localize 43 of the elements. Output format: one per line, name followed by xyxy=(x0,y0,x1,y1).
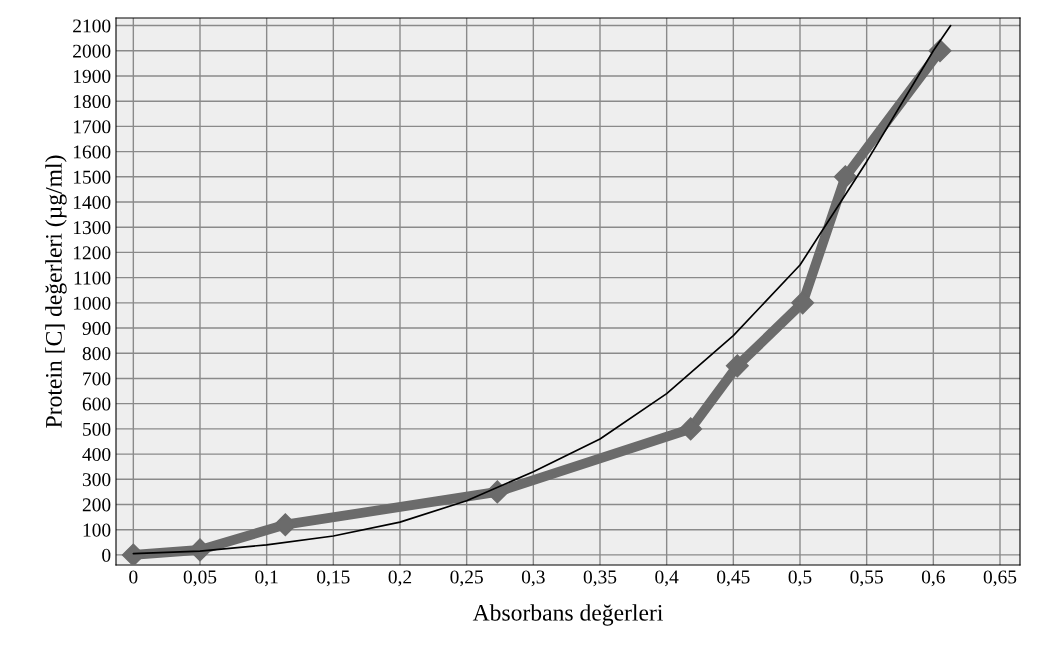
x-tick-label: 0,5 xyxy=(788,570,812,587)
y-tick-label: 1400 xyxy=(73,195,111,209)
y-tick-label: 500 xyxy=(83,422,111,436)
x-tick-label: 0,25 xyxy=(450,570,483,587)
y-axis-title: Protein [C] değerleri (µg/ml) xyxy=(45,155,67,428)
point xyxy=(273,513,297,537)
y-tick-label: 400 xyxy=(82,447,111,462)
y-tick-label: 1200 xyxy=(73,246,111,260)
x-tick-label: 0,4 xyxy=(655,570,679,587)
y-tick-label: 100 xyxy=(83,523,111,537)
y-tick-label: 0 xyxy=(102,548,111,562)
y-tick-label: 200 xyxy=(82,498,111,512)
x-tick-label: 0,65 xyxy=(983,570,1017,587)
x-tick-label: 0,35 xyxy=(583,570,617,587)
y-tick-label: 1800 xyxy=(73,95,111,109)
x-tick-label: 0,55 xyxy=(850,570,883,587)
x-tick-label: 0,15 xyxy=(317,570,350,587)
x-tick-label: 0 xyxy=(129,570,138,584)
x-tick-label: 0,2 xyxy=(388,570,412,587)
y-tick-label: 300 xyxy=(82,473,111,487)
y-tick-label: 800 xyxy=(82,347,111,361)
x-axis-title: Absorbans değerleri xyxy=(472,604,663,626)
y-tick-label: 1000 xyxy=(73,296,111,310)
x-tick-label: 0,45 xyxy=(717,570,750,587)
y-tick-label: 2000 xyxy=(73,44,111,58)
y-tick-label: 900 xyxy=(82,321,111,335)
y-tick-label: 1700 xyxy=(73,120,111,134)
y-tick-label: 1300 xyxy=(73,221,111,235)
y-tick-label: 1900 xyxy=(73,69,111,83)
y-tick-label: 600 xyxy=(82,397,111,411)
y-tick-label: 1100 xyxy=(74,271,111,285)
y-tick-label: 700 xyxy=(83,372,111,386)
point xyxy=(833,165,857,189)
x-tick-label: 0,3 xyxy=(521,570,545,587)
x-tick-label: 0,05 xyxy=(183,570,217,587)
y-tick-label: 1500 xyxy=(73,170,111,184)
y-tick-label: 1600 xyxy=(73,145,111,159)
point xyxy=(791,291,815,315)
x-tick-label: 0,6 xyxy=(921,570,945,587)
point xyxy=(679,417,703,441)
y-tick-label: 2100 xyxy=(73,19,111,33)
point xyxy=(725,354,749,378)
x-tick-label: 0,1 xyxy=(255,570,278,587)
